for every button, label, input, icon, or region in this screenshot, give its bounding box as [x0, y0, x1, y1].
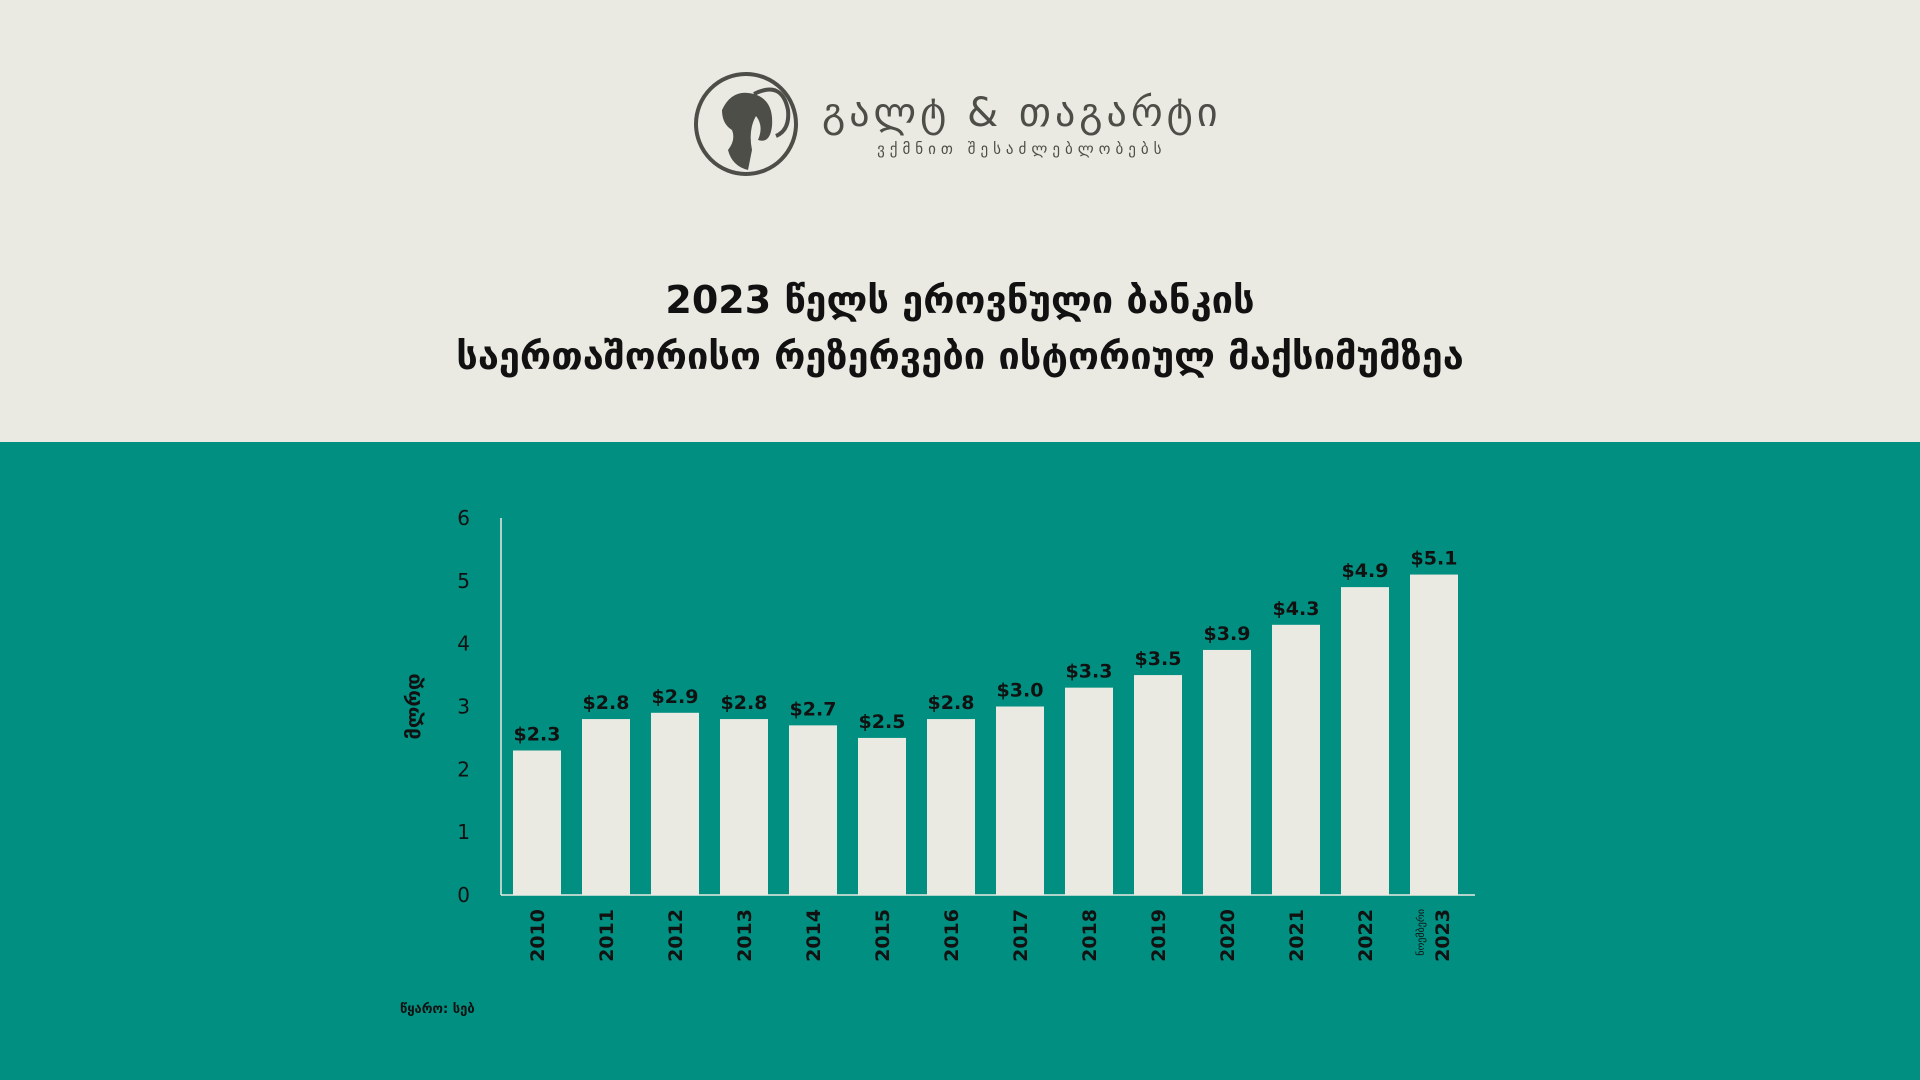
bar-2015	[858, 737, 906, 895]
source-note: წყარო: სებ	[400, 1002, 475, 1017]
y-axis-label: მლრდ	[401, 673, 425, 739]
bar-2014	[789, 725, 837, 895]
x-tick-label-2010: 2010	[527, 909, 549, 962]
data-label-2011: $2.8	[583, 692, 630, 714]
x-tick-label-2012: 2012	[665, 909, 687, 962]
bar-2023	[1410, 574, 1458, 895]
header-panel: გალტ & თაგარტი ვქმნით შესაძლებლობებს 202…	[0, 0, 1920, 442]
bar-2012	[651, 712, 699, 895]
bar-chart: 0 1 2 3 4 5 6 მლრდ $2.3 2010 $2.8 2011 $2.9 2012 $2.8 2…	[401, 506, 1475, 962]
bar-2020	[1203, 649, 1251, 895]
logo-tagline: ვქმნით შესაძლებლობებს	[877, 140, 1167, 158]
page-title: 2023 წელს ეროვნული ბანკის საერთაშორისო რ…	[0, 272, 1920, 384]
x-tick-sublabel-2023: ნოემბერი	[1415, 909, 1427, 956]
data-label-2018: $3.3	[1066, 661, 1113, 683]
data-label-2014: $2.7	[790, 698, 837, 720]
bar-2019	[1134, 675, 1182, 895]
x-tick-label-2021: 2021	[1286, 909, 1308, 962]
data-label-2017: $3.0	[997, 680, 1044, 702]
title-line-1: 2023 წელს ეროვნული ბანკის	[665, 278, 1255, 322]
bar-2010	[513, 750, 561, 895]
ram-logo-icon	[694, 72, 798, 176]
y-tick-label: 3	[457, 695, 470, 719]
x-tick-label-2011: 2011	[596, 909, 618, 962]
bar-2016	[927, 719, 975, 895]
bar-2018	[1065, 687, 1113, 895]
data-label-2010: $2.3	[514, 723, 561, 745]
data-label-2020: $3.9	[1204, 623, 1251, 645]
x-tick-label-2023: 2023	[1432, 909, 1454, 962]
data-label-2019: $3.5	[1135, 648, 1182, 670]
data-label-2015: $2.5	[859, 711, 906, 733]
y-tick-label: 6	[457, 506, 470, 530]
bar-2022	[1341, 587, 1389, 895]
bar-2021	[1272, 624, 1320, 895]
logo-name: გალტ & თაგარტი	[822, 90, 1222, 136]
x-tick-label-2018: 2018	[1079, 909, 1101, 962]
data-label-2021: $4.3	[1273, 598, 1320, 620]
x-tick-label-2017: 2017	[1010, 909, 1032, 962]
y-tick-label: 4	[457, 632, 470, 656]
y-tick-label: 2	[457, 757, 470, 781]
title-line-2: საერთაშორისო რეზერვები ისტორიულ მაქსიმუმ…	[456, 334, 1464, 378]
x-tick-label-2020: 2020	[1217, 909, 1239, 962]
x-tick-label-2015: 2015	[872, 909, 894, 962]
bar-2013	[720, 719, 768, 895]
logo: გალტ & თაგარტი ვქმნით შესაძლებლობებს	[692, 70, 1222, 178]
x-tick-label-2019: 2019	[1148, 909, 1170, 962]
data-label-2012: $2.9	[652, 686, 699, 708]
data-label-2023: $5.1	[1411, 548, 1458, 570]
y-tick-label: 1	[457, 820, 470, 844]
x-tick-label-2022: 2022	[1355, 909, 1377, 962]
x-tick-label-2014: 2014	[803, 909, 825, 962]
y-tick-label: 0	[457, 883, 470, 907]
x-tick-label-2013: 2013	[734, 909, 756, 962]
y-tick-label: 5	[457, 569, 470, 593]
data-label-2013: $2.8	[721, 692, 768, 714]
data-label-2022: $4.9	[1342, 560, 1389, 582]
x-tick-label-2016: 2016	[941, 909, 963, 962]
bar-2011	[582, 719, 630, 895]
bar-2017	[996, 706, 1044, 895]
data-label-2016: $2.8	[928, 692, 975, 714]
